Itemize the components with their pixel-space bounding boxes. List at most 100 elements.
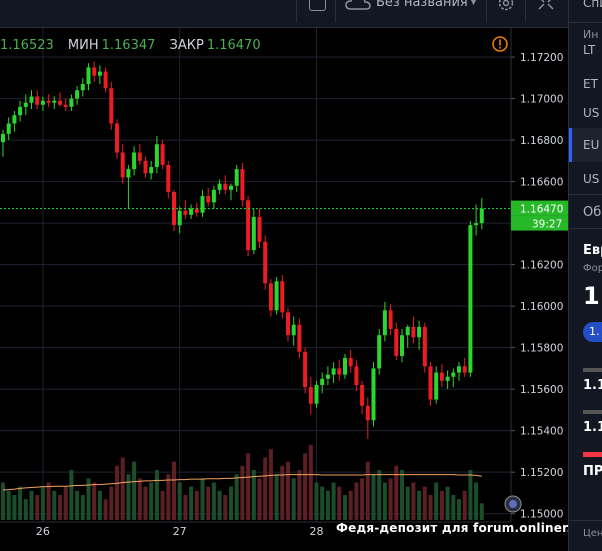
range-bar <box>583 410 602 414</box>
sidebar-top-label[interactable]: Спи <box>583 0 602 10</box>
sidebar-item[interactable]: US <box>583 106 600 120</box>
open-value: 1.16523 <box>0 38 54 53</box>
volume-bar <box>474 482 479 520</box>
volume-bar <box>86 478 91 520</box>
sidebar-item[interactable]: ET <box>583 77 598 91</box>
price-axis[interactable] <box>510 28 568 522</box>
volume-bar <box>172 461 176 520</box>
volume-bar <box>189 486 194 520</box>
time-tick-label: 27 <box>173 525 187 538</box>
candle <box>183 210 188 215</box>
gear-icon[interactable] <box>495 0 517 14</box>
volume-bar <box>286 461 290 520</box>
volume-bar <box>428 495 433 520</box>
volume-bar <box>75 490 80 520</box>
candle <box>58 100 62 105</box>
candle <box>1 133 5 143</box>
candle <box>143 160 148 174</box>
candle <box>314 385 319 404</box>
symbol-price: 1. <box>583 282 602 310</box>
volume-bar <box>200 478 205 520</box>
candle <box>137 152 142 161</box>
candle <box>439 372 444 381</box>
volume-bar <box>337 486 342 520</box>
candle <box>400 335 404 356</box>
candle <box>177 210 182 226</box>
candle <box>405 326 410 336</box>
volume-bar <box>177 482 182 520</box>
volume-bar <box>149 482 154 520</box>
sidebar-item[interactable]: Ин <box>583 28 599 41</box>
sidebar-bottom-label: Цен <box>583 528 602 539</box>
candle <box>40 100 45 105</box>
volume-bar <box>109 486 114 520</box>
volume-bar <box>217 490 222 520</box>
volume-bar <box>308 445 313 520</box>
sidebar-item[interactable]: LT <box>583 43 596 57</box>
volume-bar <box>154 470 159 520</box>
volume-bar <box>126 474 131 520</box>
fullscreen-icon[interactable] <box>536 0 556 12</box>
time-tick-label: 26 <box>36 525 50 538</box>
go-to-realtime-icon[interactable] <box>504 495 522 513</box>
volume-bar <box>394 465 399 520</box>
candle <box>115 123 119 153</box>
volume-bar <box>382 482 387 520</box>
volume-bar <box>320 486 325 520</box>
last-price-label: 1.16470 <box>520 204 563 216</box>
volume-bar <box>468 470 473 520</box>
chevron-down-icon[interactable]: ▼ <box>470 0 477 7</box>
volume-bar <box>23 499 28 520</box>
volume-bar <box>18 486 23 520</box>
layout-name[interactable]: Без названия <box>376 0 468 10</box>
symbol-name: Евр <box>583 243 602 258</box>
candle <box>422 326 427 367</box>
volume-bar <box>166 474 171 520</box>
chart-layout-square-icon[interactable] <box>309 0 326 11</box>
volume-bar <box>183 495 188 520</box>
volume-bar <box>354 482 359 520</box>
candle <box>445 376 450 381</box>
pro-label[interactable]: ПРО <box>583 464 602 479</box>
volume-bar <box>63 486 68 520</box>
volume-bar <box>240 465 245 520</box>
quote-value: 1.1 <box>583 420 602 435</box>
candle <box>75 90 80 99</box>
sidebar-item[interactable]: US <box>583 172 600 186</box>
candle <box>451 372 456 377</box>
candle <box>434 372 439 400</box>
countdown-label: 39:27 <box>532 219 562 231</box>
volume-bar <box>411 482 416 520</box>
volume-bar <box>343 495 347 520</box>
sidebar-item[interactable]: EU <box>583 138 600 152</box>
price-tick-label: 1.16600 <box>520 177 563 189</box>
candle <box>69 98 74 107</box>
candle <box>286 312 290 336</box>
candle <box>365 405 370 421</box>
volume-bar <box>97 490 102 520</box>
candles <box>1 61 484 439</box>
volume-bar <box>92 482 97 520</box>
alert-icon[interactable] <box>492 36 508 52</box>
close-value: 1.16470 <box>206 38 261 53</box>
volume-bar <box>365 461 370 520</box>
candle <box>109 88 114 124</box>
volume-bar <box>314 482 319 520</box>
candle <box>325 374 330 379</box>
price-tick-label: 1.17200 <box>520 52 563 64</box>
cloud-icon[interactable] <box>344 0 372 14</box>
watermark-text: Федя-депозит для forum.onliner.by <box>336 521 589 535</box>
toolbar-divider <box>335 0 336 22</box>
candle <box>160 144 165 165</box>
candle <box>18 106 23 116</box>
candle <box>382 310 387 336</box>
volume-bar <box>229 486 233 520</box>
candle <box>97 71 102 76</box>
change-badge-bg <box>583 322 602 342</box>
sidebar-selected-row <box>569 128 602 162</box>
volume-bar <box>268 449 273 520</box>
candle <box>377 335 382 369</box>
candlestick-chart[interactable]: 1.172001.170001.168001.166001.164001.162… <box>0 0 568 551</box>
candle <box>303 351 308 388</box>
sidebar-section-label[interactable]: Об <box>583 205 602 220</box>
